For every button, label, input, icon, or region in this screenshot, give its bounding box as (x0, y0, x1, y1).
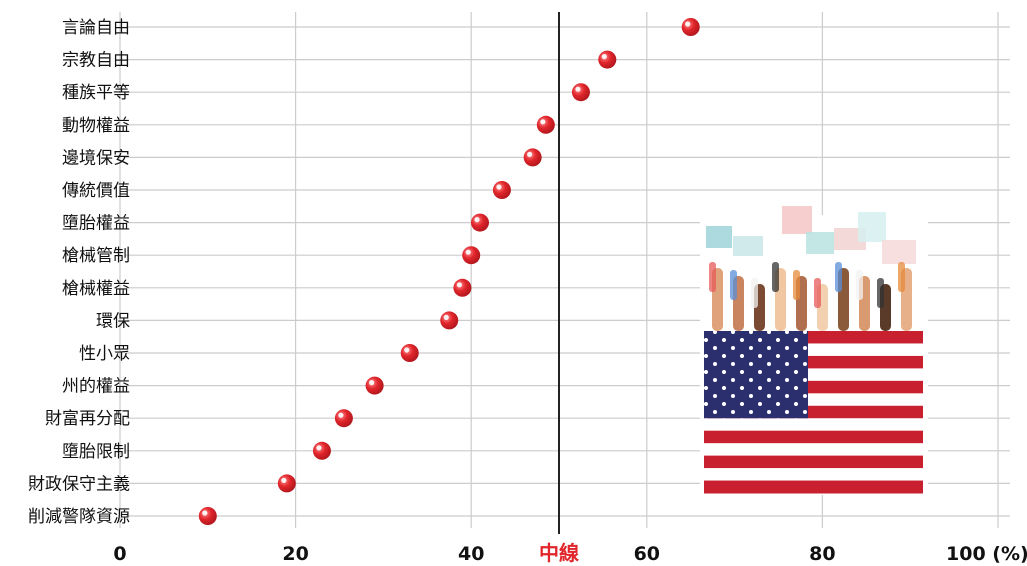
data-point-highlight (404, 347, 410, 353)
data-point-highlight (601, 54, 607, 60)
data-point-highlight (316, 445, 322, 451)
flag-stripe (704, 455, 923, 469)
midline-label: 中線 (539, 541, 579, 565)
sleeve (835, 262, 842, 292)
data-point-highlight (338, 412, 344, 418)
protest-sign (782, 206, 812, 234)
data-point (681, 18, 700, 36)
category-label: 言論自由 (62, 18, 130, 38)
data-point (400, 344, 419, 362)
data-point (523, 148, 542, 167)
data-point-highlight (496, 184, 502, 190)
sleeve (856, 270, 863, 300)
category-label: 槍械管制 (62, 246, 130, 266)
flag-stripe (704, 430, 923, 444)
data-point (462, 246, 481, 265)
category-label: 財富再分配 (45, 409, 130, 429)
protest-sign (806, 232, 834, 254)
data-point-highlight (685, 21, 691, 27)
sleeve (814, 278, 821, 308)
data-point (536, 115, 555, 134)
data-point-highlight (202, 510, 208, 516)
x-tick-label: 40 (458, 543, 484, 565)
category-label: 動物權益 (62, 116, 130, 136)
protest-sign (858, 212, 886, 242)
x-tick-label: 60 (634, 543, 660, 565)
data-point (312, 441, 331, 460)
data-point (492, 181, 511, 199)
category-label: 槍械權益 (62, 279, 130, 299)
sleeve (709, 262, 716, 292)
data-points (198, 18, 700, 525)
data-point-highlight (456, 282, 463, 288)
protest-sign (706, 226, 732, 248)
us-flag-with-raised-hands-icon (700, 206, 928, 495)
data-point (453, 278, 472, 297)
data-point-highlight (474, 217, 480, 223)
sleeve (772, 262, 779, 292)
data-point (277, 474, 296, 493)
category-label: 財政保守主義 (28, 474, 130, 494)
category-label: 環保 (96, 311, 130, 331)
data-point (198, 507, 217, 525)
category-label: 州的權益 (62, 377, 130, 397)
category-label: 削減警隊資源 (28, 507, 130, 527)
x-axis-ticks: 0 20 40 60 80 100 (%) (113, 543, 1027, 565)
category-label: 種族平等 (62, 83, 130, 103)
data-point-highlight (465, 249, 471, 255)
data-point (470, 213, 489, 232)
data-point (334, 409, 353, 428)
category-label: 邊境保安 (62, 148, 130, 168)
category-label: 墮胎限制 (62, 442, 130, 462)
category-label: 宗教自由 (62, 51, 130, 71)
flag-stripe (704, 443, 923, 457)
data-point-highlight (281, 477, 287, 483)
flag-stars (704, 331, 808, 419)
data-point-highlight (369, 380, 375, 386)
data-point-highlight (575, 86, 581, 92)
sleeve (793, 270, 800, 300)
data-point-highlight (527, 151, 533, 157)
protest-sign (882, 240, 916, 264)
category-label: 傳統價值 (62, 181, 130, 201)
flag-stripe (704, 468, 923, 482)
category-labels: 言論自由宗教自由種族平等動物權益邊境保安傳統價值墮胎權益槍械管制槍械權益環保性小… (28, 18, 130, 527)
x-tick-label: 0 (113, 543, 126, 565)
data-point (571, 83, 590, 102)
category-label: 墮胎權益 (62, 214, 130, 234)
flag-stripe (704, 418, 923, 432)
flag-stripe (704, 480, 923, 494)
data-point-highlight (443, 314, 449, 320)
data-point-highlight (540, 119, 546, 125)
x-tick-label: 80 (809, 543, 835, 565)
sleeve (730, 270, 737, 300)
sleeve (751, 278, 758, 308)
data-point (598, 50, 617, 69)
data-point (365, 376, 384, 395)
category-label: 性小眾 (79, 344, 130, 364)
protest-sign (733, 236, 763, 256)
x-tick-label: 20 (282, 543, 308, 565)
sleeve (877, 278, 884, 308)
sleeve (898, 262, 905, 292)
data-point (440, 311, 459, 330)
x-tick-label: 100 (%) (946, 543, 1027, 565)
